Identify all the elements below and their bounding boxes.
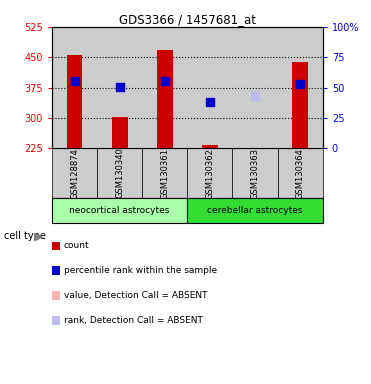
Bar [67, 55, 82, 148]
Bar [278, 148, 323, 198]
Bar [202, 146, 218, 148]
Point [207, 99, 213, 105]
Text: percentile rank within the sample: percentile rank within the sample [64, 266, 217, 275]
Text: GSM130361: GSM130361 [160, 147, 169, 199]
Bar [157, 50, 173, 148]
Text: GSM130340: GSM130340 [115, 148, 124, 199]
Bar [187, 27, 233, 148]
Text: cerebellar astrocytes: cerebellar astrocytes [207, 206, 303, 215]
Title: GDS3366 / 1457681_at: GDS3366 / 1457681_at [119, 13, 256, 26]
Bar [97, 148, 142, 198]
Text: GSM130364: GSM130364 [296, 147, 305, 199]
Bar [52, 198, 187, 223]
Text: GSM128874: GSM128874 [70, 147, 79, 199]
Point [117, 84, 123, 90]
Text: ▶: ▶ [35, 231, 44, 241]
Point [252, 93, 258, 99]
Text: rank, Detection Call = ABSENT: rank, Detection Call = ABSENT [64, 316, 203, 325]
Bar [97, 27, 142, 148]
Bar [142, 148, 187, 198]
Point [72, 78, 78, 84]
Bar [292, 63, 308, 148]
Bar [142, 27, 187, 148]
Bar [187, 198, 323, 223]
Text: GSM130363: GSM130363 [250, 147, 260, 199]
Text: neocortical astrocytes: neocortical astrocytes [69, 206, 170, 215]
Text: value, Detection Call = ABSENT: value, Detection Call = ABSENT [64, 291, 207, 300]
Bar [52, 148, 97, 198]
Bar [278, 27, 323, 148]
Text: cell type: cell type [4, 231, 46, 241]
Bar [233, 148, 278, 198]
Bar [112, 117, 128, 148]
Text: GSM130362: GSM130362 [206, 147, 214, 199]
Text: count: count [64, 241, 89, 250]
Bar [187, 148, 233, 198]
Bar [52, 27, 97, 148]
Point [297, 81, 303, 88]
Bar [233, 27, 278, 148]
Point [162, 78, 168, 84]
